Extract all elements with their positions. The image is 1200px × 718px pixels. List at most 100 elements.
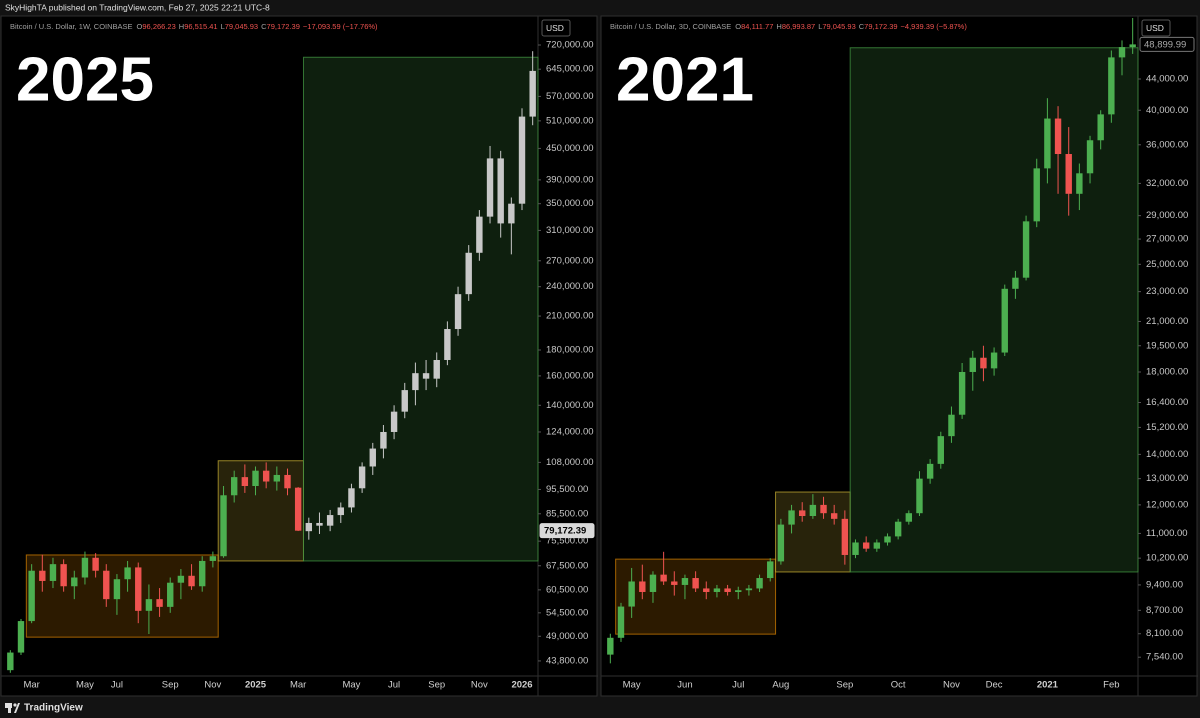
change-text: −4,939.39 (−5.87%)	[901, 22, 968, 31]
y-tick-label: 450,000.00	[546, 143, 594, 154]
candle-body	[1065, 154, 1072, 194]
candle-body	[465, 252, 472, 295]
candle-body	[724, 588, 731, 592]
candle-body	[49, 564, 57, 581]
ohlc-key: C	[261, 22, 267, 31]
candle-body	[177, 575, 185, 583]
candle-body	[873, 542, 881, 549]
candle-body	[1086, 140, 1094, 174]
y-tick-label: 160,000.00	[546, 370, 594, 381]
y-tick-label: 350,000.00	[546, 198, 594, 209]
candle-body	[1054, 118, 1062, 155]
y-tick-label: 180,000.00	[546, 345, 594, 356]
candle-body	[369, 448, 376, 467]
candle-body	[862, 542, 870, 549]
candle-body	[358, 466, 366, 489]
footer-logo	[5, 703, 20, 713]
candle-body	[305, 522, 313, 532]
y-tick-label: 15,200.00	[1146, 422, 1188, 433]
candle-body	[199, 560, 206, 587]
x-tick-label: Jul	[388, 680, 400, 691]
candle-body	[124, 567, 131, 580]
range-zone	[615, 558, 777, 635]
candle-body	[1044, 118, 1051, 169]
x-tick-label: Oct	[891, 680, 906, 691]
candle-body	[401, 390, 408, 412]
x-tick-label: May	[342, 680, 360, 691]
candle-body	[209, 556, 217, 561]
x-tick-label: Nov	[471, 680, 488, 691]
chart-panel: Bitcoin / U.S. Dollar, 1W, COINBASE O96,2…	[0, 15, 598, 697]
y-tick-label: 210,000.00	[546, 311, 594, 322]
ohlc-key: L	[221, 22, 225, 31]
candle-body	[713, 588, 721, 592]
candle-body	[1012, 277, 1019, 289]
x-tick-label: Dec	[986, 680, 1003, 691]
y-tick-label: 14,000.00	[1146, 449, 1188, 460]
y-tick-label: 36,000.00	[1146, 139, 1188, 150]
x-tick-label: May	[76, 680, 94, 691]
x-tick-label: Jul	[732, 680, 744, 691]
candle-body	[745, 588, 753, 591]
ohlc-value: 96,515.41	[184, 22, 217, 31]
currency-label: USD	[546, 23, 564, 33]
ohlc-value: 79,045.93	[822, 22, 855, 31]
candle-body	[60, 564, 67, 587]
candle-body	[990, 352, 998, 369]
panel-frame	[0, 15, 598, 697]
candle-body	[145, 599, 153, 611]
y-tick-label: 11,000.00	[1146, 528, 1188, 539]
candle-body	[529, 70, 536, 117]
candle-body	[926, 463, 934, 479]
footer-brand: TradingView	[24, 703, 83, 714]
x-tick-label: Nov	[204, 680, 221, 691]
y-tick-label: 108,000.00	[546, 457, 594, 468]
candle-body	[518, 116, 526, 204]
ohlc-key: H	[179, 22, 184, 31]
y-tick-label: 7,540.00	[1146, 652, 1183, 663]
candle-body	[756, 578, 763, 589]
candle-body	[220, 495, 227, 557]
candle-body	[916, 478, 923, 514]
x-tick-label: 2021	[1037, 680, 1059, 691]
change-text: −17,093.59 (−17.76%)	[303, 22, 378, 31]
y-tick-label: 67,500.00	[546, 560, 588, 571]
candle-body	[380, 431, 387, 449]
y-tick-label: 645,000.00	[546, 64, 594, 75]
y-tick-label: 510,000.00	[546, 115, 594, 126]
x-tick-label: Mar	[23, 680, 39, 691]
ohlc-key: L	[818, 22, 822, 31]
y-tick-label: 240,000.00	[546, 281, 594, 292]
ohlc-value: 84,111.77	[741, 22, 773, 31]
candle-body	[639, 581, 646, 592]
candle-body	[17, 621, 25, 653]
y-tick-label: 10,200.00	[1146, 553, 1188, 564]
candle-body	[71, 577, 78, 587]
y-tick-label: 25,000.00	[1146, 259, 1188, 270]
publisher-line: SkyHighTA published on TradingView.com, …	[5, 2, 270, 12]
y-tick-label: 124,000.00	[546, 426, 594, 437]
candle-body	[1033, 168, 1040, 222]
candle-body	[156, 599, 163, 607]
candle-body	[103, 570, 110, 600]
last-price-label: 79,172.39	[544, 526, 586, 537]
symbol-text: Bitcoin / U.S. Dollar, 1W, COINBASE	[10, 22, 133, 31]
y-tick-label: 85,500.00	[546, 508, 588, 519]
candle-body	[1076, 173, 1083, 194]
y-tick-label: 44,000.00	[1146, 74, 1188, 85]
candle-body	[671, 581, 678, 585]
candle-body	[958, 371, 966, 415]
y-tick-label: 29,000.00	[1146, 210, 1188, 221]
y-tick-label: 21,000.00	[1146, 316, 1188, 327]
candle-body	[167, 582, 174, 607]
y-tick-label: 570,000.00	[546, 91, 594, 102]
ohlc-value: 79,172.39	[267, 22, 300, 31]
x-tick-label: Jun	[677, 680, 692, 691]
candle-body	[703, 588, 710, 592]
x-tick-label: May	[623, 680, 641, 691]
currency-box	[1141, 19, 1171, 37]
y-tick-label: 60,500.00	[546, 584, 588, 595]
ohlc-key: H	[776, 22, 781, 31]
candle-body	[497, 158, 504, 224]
y-tick-label: 9,400.00	[1146, 579, 1183, 590]
